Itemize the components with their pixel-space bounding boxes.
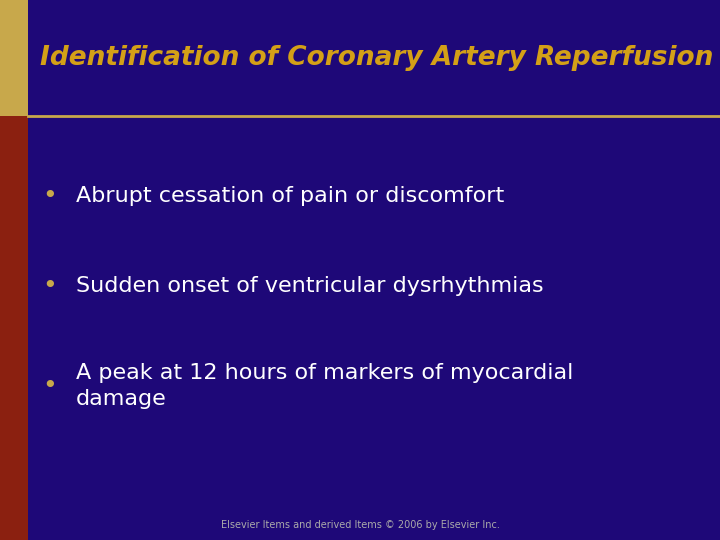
Text: A peak at 12 hours of markers of myocardial
damage: A peak at 12 hours of markers of myocard…	[76, 363, 573, 409]
Bar	[0, 0, 28, 116]
Text: Sudden onset of ventricular dysrhythmias: Sudden onset of ventricular dysrhythmias	[76, 276, 544, 296]
Text: Abrupt cessation of pain or discomfort: Abrupt cessation of pain or discomfort	[76, 186, 504, 206]
Text: •: •	[42, 374, 58, 398]
Text: Elsevier Items and derived Items © 2006 by Elsevier Inc.: Elsevier Items and derived Items © 2006 …	[220, 520, 500, 530]
Text: Identification of Coronary Artery Reperfusion: Identification of Coronary Artery Reperf…	[40, 45, 714, 71]
Text: •: •	[42, 184, 58, 208]
Text: •: •	[42, 274, 58, 298]
Bar	[0, 116, 28, 540]
